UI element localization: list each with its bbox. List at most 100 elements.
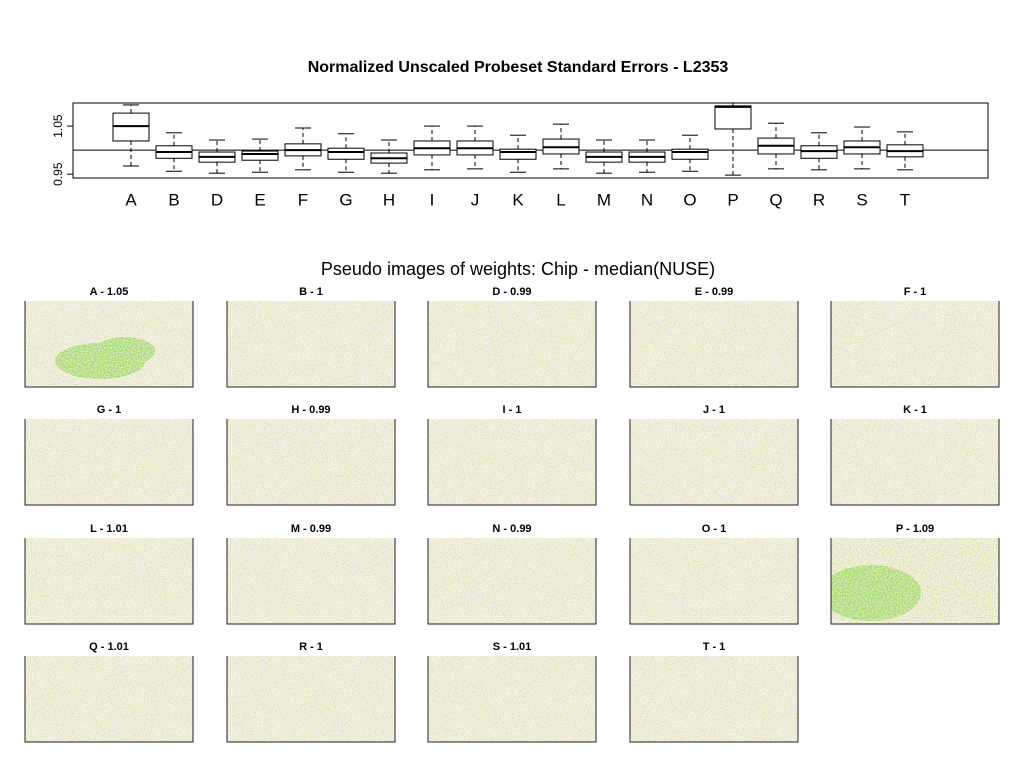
panel-title: M - 0.99	[291, 523, 331, 535]
panel-title: J - 1	[703, 404, 725, 416]
panel-title: N - 0.99	[492, 523, 531, 535]
pseudo-image	[427, 419, 597, 506]
x-tick-label: P	[727, 190, 738, 209]
x-tick-label: S	[856, 190, 867, 209]
pseudo-image	[24, 419, 194, 506]
image-noise-green	[428, 656, 596, 742]
panel-title: E - 0.99	[695, 286, 734, 298]
x-tick-label: Q	[769, 190, 782, 209]
y-tick-label: 1.05	[51, 114, 65, 138]
x-tick-label: T	[900, 190, 910, 209]
x-tick-label: N	[641, 190, 653, 209]
image-noise-green	[428, 538, 596, 624]
panel-title: L - 1.01	[90, 523, 128, 535]
image-noise-green	[831, 301, 999, 387]
image-noise-green	[630, 656, 798, 742]
panel-title: G - 1	[97, 404, 121, 416]
image-frame	[427, 538, 597, 625]
panel-title: A - 1.05	[90, 286, 129, 298]
image-frame	[24, 656, 194, 743]
image-noise-green	[831, 419, 999, 505]
x-tick-label: I	[430, 190, 435, 209]
image-frame	[427, 301, 597, 388]
image-frame	[427, 419, 597, 506]
pseudo-image	[830, 538, 1000, 625]
image-frame	[226, 301, 396, 388]
image-noise-green	[25, 419, 193, 505]
pseudo-image	[226, 656, 396, 743]
box	[714, 105, 752, 130]
panel-title: K - 1	[903, 404, 927, 416]
x-tick-label: J	[471, 190, 480, 209]
panel-title: O - 1	[702, 523, 726, 535]
image-frame	[629, 538, 799, 625]
image-frame	[226, 538, 396, 625]
panel-title: R - 1	[299, 641, 323, 653]
pseudo-image	[226, 301, 396, 388]
x-tick-label: E	[254, 190, 265, 209]
x-tick-label: H	[383, 190, 395, 209]
pseudo-image	[226, 538, 396, 625]
image-frame	[226, 419, 396, 506]
x-tick-label: F	[298, 190, 308, 209]
pseudo-image	[427, 301, 597, 388]
x-tick-label: G	[339, 190, 352, 209]
image-noise-green	[831, 538, 999, 624]
pseudo-image	[830, 301, 1000, 388]
box	[499, 148, 537, 160]
pseudo-image	[629, 656, 799, 743]
image-frame	[24, 538, 194, 625]
image-frame	[629, 656, 799, 743]
image-frame	[830, 301, 1000, 388]
pseudo-image	[629, 538, 799, 625]
pseudo-image	[24, 656, 194, 743]
x-tick-label: K	[512, 190, 524, 209]
image-noise-green	[25, 538, 193, 624]
pseudo-image	[226, 419, 396, 506]
box-title: Normalized Unscaled Probeset Standard Er…	[308, 59, 729, 76]
image-frame	[629, 301, 799, 388]
image-noise-green	[227, 301, 395, 387]
panel-title: T - 1	[703, 641, 726, 653]
x-tick-label: A	[125, 190, 137, 209]
image-noise-green	[630, 538, 798, 624]
pseudo-image	[629, 419, 799, 506]
image-frame	[830, 419, 1000, 506]
image-noise-green	[227, 538, 395, 624]
x-tick-label: B	[168, 190, 179, 209]
panel-title: F - 1	[904, 286, 927, 298]
pseudo-image	[24, 538, 194, 625]
image-frame	[629, 419, 799, 506]
panel-title: H - 0.99	[291, 404, 330, 416]
pseudo-image	[427, 538, 597, 625]
pseudo-image	[24, 301, 194, 388]
pseudo-image	[629, 301, 799, 388]
image-noise-green	[630, 419, 798, 505]
box	[241, 150, 279, 161]
image-frame	[24, 419, 194, 506]
image-noise-green	[227, 656, 395, 742]
x-tick-label: R	[813, 190, 825, 209]
plot-frame	[72, 102, 989, 179]
image-noise-green	[428, 301, 596, 387]
image-noise-green	[227, 419, 395, 505]
box	[327, 147, 365, 160]
x-tick-label: M	[597, 190, 611, 209]
image-noise-green	[428, 419, 596, 505]
images-title: Pseudo images of weights: Chip - median(…	[321, 259, 715, 279]
image-frame	[830, 538, 1000, 625]
x-tick-label: O	[683, 190, 696, 209]
panel-title: P - 1.09	[896, 523, 934, 535]
y-tick-label: 0.95	[51, 162, 65, 186]
panel-title: I - 1	[503, 404, 522, 416]
panel-title: Q - 1.01	[89, 641, 129, 653]
x-tick-label: D	[211, 190, 223, 209]
x-tick-label: L	[556, 190, 565, 209]
image-frame	[427, 656, 597, 743]
panel-title: S - 1.01	[493, 641, 532, 653]
image-frame	[226, 656, 396, 743]
box	[671, 148, 709, 160]
image-noise-green	[630, 301, 798, 387]
image-noise-green	[25, 656, 193, 742]
